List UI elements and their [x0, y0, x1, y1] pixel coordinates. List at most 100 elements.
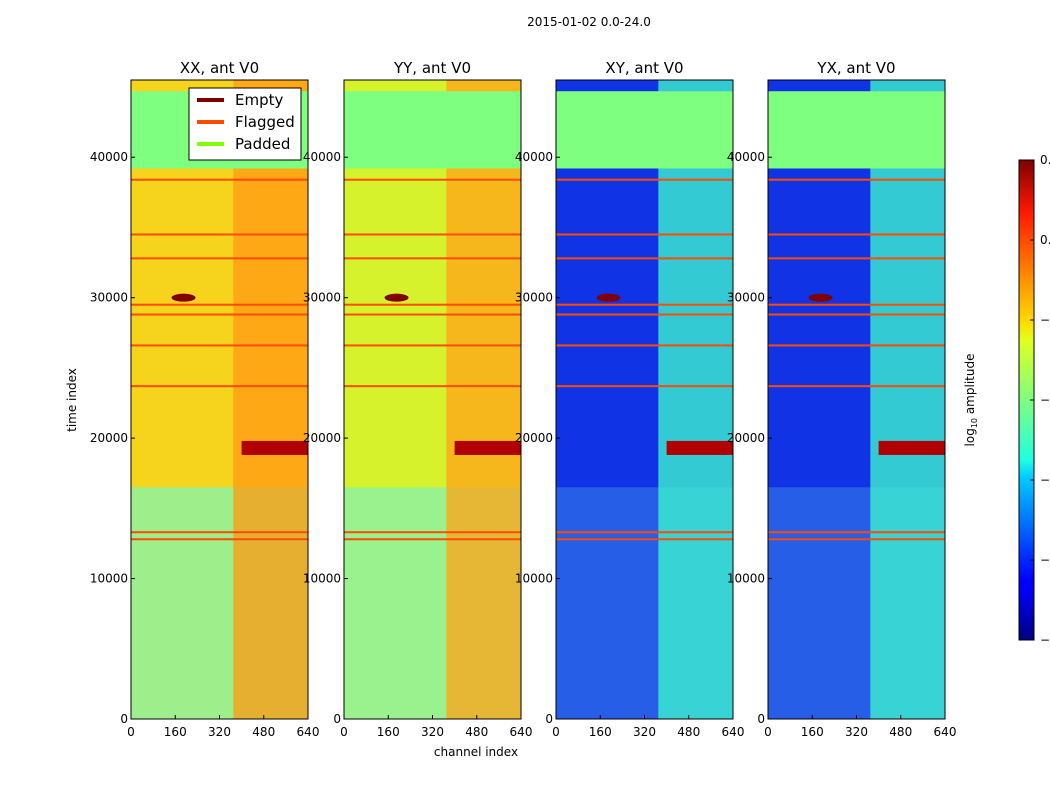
flagged-row — [556, 538, 733, 541]
flagged-row — [344, 313, 521, 316]
x-tick-label: 640 — [297, 725, 320, 739]
x-tick-label: 160 — [589, 725, 612, 739]
y-tick-label: 20000 — [515, 431, 553, 445]
colorbar-tick-label: 0.5 — [1040, 153, 1050, 167]
late-channel-band — [233, 80, 308, 719]
x-tick-label: 0 — [127, 725, 135, 739]
legend: Empty Flagged Padded — [188, 87, 302, 161]
flagged-row — [131, 313, 308, 316]
y-tick-label: 10000 — [515, 572, 553, 586]
colorbar: 0.5 0.0 −0.5 −1.0 −1.5 −2.0 −2.5 — [1018, 153, 1050, 647]
y-tick-label: 0 — [333, 712, 341, 726]
y-tick-label: 30000 — [303, 291, 341, 305]
flagged-row — [768, 531, 945, 534]
late-channel-band — [446, 80, 521, 719]
panel-title: YY, ant V0 — [393, 59, 471, 77]
legend-label: Flagged — [235, 113, 295, 131]
x-tick-label: 320 — [208, 725, 231, 739]
panel-2: XY, ant V0 0 160 320 480 640 0 10000 20000 30000 4… — [515, 59, 745, 739]
padded-region — [556, 91, 733, 169]
flagged-row — [131, 385, 308, 388]
x-tick-label: 0 — [552, 725, 560, 739]
x-tick-label: 320 — [845, 725, 868, 739]
colorbar-tick-label: −2.0 — [1040, 553, 1050, 567]
flagged-row — [768, 257, 945, 260]
hot-feature — [171, 293, 196, 302]
flagged-row — [344, 303, 521, 306]
bright-block — [454, 440, 521, 455]
flagged-row — [131, 178, 308, 181]
flagged-row — [131, 303, 308, 306]
y-tick-label: 40000 — [727, 150, 765, 164]
flagged-row — [131, 257, 308, 260]
colorbar-tick-label: −1.0 — [1040, 393, 1050, 407]
late-channel-band — [870, 80, 945, 719]
y-tick-label: 30000 — [90, 291, 128, 305]
flagged-row — [556, 344, 733, 347]
bright-block — [666, 440, 733, 455]
flagged-row — [344, 233, 521, 236]
x-tick-label: 640 — [934, 725, 957, 739]
flagged-row — [131, 344, 308, 347]
y-tick-label: 40000 — [303, 150, 341, 164]
flagged-row — [768, 178, 945, 181]
colorbar-label-rest: amplitude — [963, 354, 977, 418]
colorbar-tick-label: −0.5 — [1040, 313, 1050, 327]
y-tick-label: 40000 — [90, 150, 128, 164]
colorbar-label: log10 amplitude — [963, 354, 979, 447]
x-tick-label: 160 — [801, 725, 824, 739]
figure-suptitle: 2015-01-02 0.0-24.0 — [527, 15, 651, 29]
x-tick-label: 480 — [889, 725, 912, 739]
padded-region — [344, 91, 521, 169]
y-tick-label: 20000 — [303, 431, 341, 445]
flagged-row — [556, 531, 733, 534]
y-tick-label: 10000 — [303, 572, 341, 586]
hot-feature — [808, 293, 833, 302]
flagged-row — [768, 313, 945, 316]
flagged-row — [344, 385, 521, 388]
flagged-row — [556, 233, 733, 236]
flagged-row — [768, 385, 945, 388]
flagged-row — [768, 233, 945, 236]
flagged-row — [768, 344, 945, 347]
y-tick-label: 0 — [545, 712, 553, 726]
hot-feature — [596, 293, 621, 302]
legend-label: Padded — [235, 135, 290, 153]
x-tick-label: 320 — [421, 725, 444, 739]
x-tick-label: 480 — [677, 725, 700, 739]
colorbar-tick-label: −1.5 — [1040, 473, 1050, 487]
y-tick-label: 30000 — [727, 291, 765, 305]
flagged-row — [556, 257, 733, 260]
y-tick-label: 0 — [120, 712, 128, 726]
panel-title: XY, ant V0 — [605, 59, 683, 77]
padded-region — [768, 91, 945, 169]
y-axis-label: time index — [65, 368, 79, 432]
colorbar-label-sub: 10 — [970, 418, 979, 428]
panel-3: YX, ant V0 0 160 320 480 640 0 10000 20000 30000 4… — [727, 59, 957, 739]
y-tick-label: 20000 — [727, 431, 765, 445]
flagged-row — [131, 531, 308, 534]
x-tick-label: 640 — [510, 725, 533, 739]
x-tick-label: 0 — [764, 725, 772, 739]
x-tick-label: 480 — [252, 725, 275, 739]
x-tick-label: 0 — [340, 725, 348, 739]
x-axis-label: channel index — [434, 745, 518, 759]
flagged-row — [131, 233, 308, 236]
y-tick-label: 30000 — [515, 291, 553, 305]
flagged-row — [768, 303, 945, 306]
flagged-row — [344, 538, 521, 541]
flagged-row — [344, 178, 521, 181]
colorbar-tick-label: −2.5 — [1040, 633, 1050, 647]
legend-label: Empty — [235, 91, 283, 109]
flagged-row — [556, 178, 733, 181]
flagged-row — [556, 313, 733, 316]
x-tick-label: 160 — [164, 725, 187, 739]
panel-title: XX, ant V0 — [180, 59, 259, 77]
colorbar-label-log: log — [963, 428, 977, 446]
flagged-row — [344, 531, 521, 534]
flagged-row — [556, 303, 733, 306]
bright-block — [878, 440, 945, 455]
y-tick-label: 40000 — [515, 150, 553, 164]
colorbar-tick-label: 0.0 — [1040, 233, 1050, 247]
